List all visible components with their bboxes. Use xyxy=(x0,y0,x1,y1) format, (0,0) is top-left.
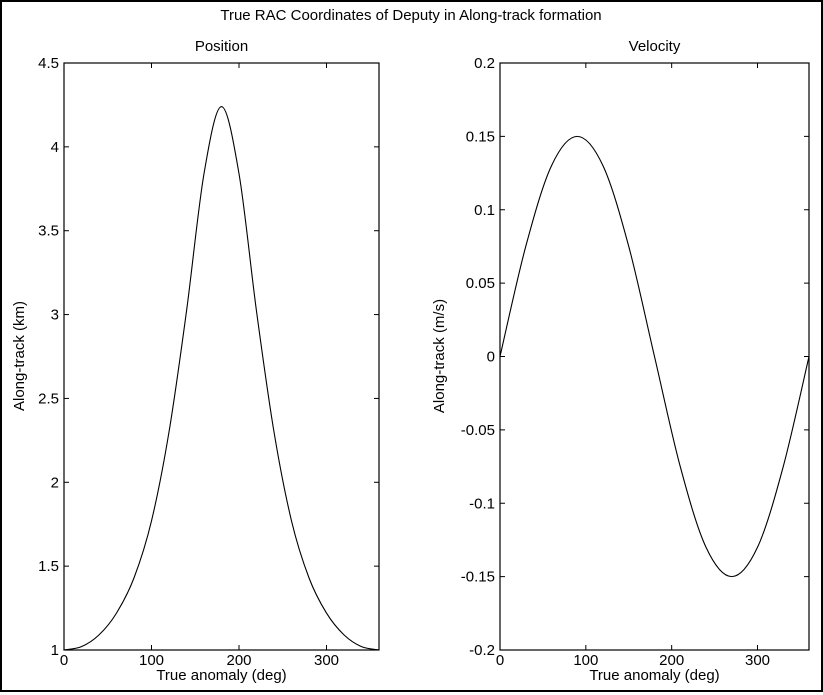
x-axis-label: True anomaly (deg) xyxy=(589,667,719,684)
axes-box xyxy=(63,62,380,651)
subplot-title: Velocity xyxy=(629,38,681,55)
y-tick-label: -0.1 xyxy=(469,495,495,512)
series-line xyxy=(63,106,380,651)
x-tick-label: 300 xyxy=(745,652,770,669)
y-tick-label: 1 xyxy=(51,642,59,659)
y-tick-label: 3.5 xyxy=(38,223,59,240)
x-axis-label: True anomaly (deg) xyxy=(156,667,286,684)
subplot-title: Position xyxy=(195,38,248,55)
y-tick-label: 4.5 xyxy=(38,55,59,72)
series-line xyxy=(499,135,810,578)
y-tick-label: 2 xyxy=(51,474,59,491)
x-tick-label: 0 xyxy=(496,652,504,669)
y-tick-label: 0 xyxy=(487,349,495,366)
y-tick-label: 4 xyxy=(51,139,59,156)
y-tick-label: 2.5 xyxy=(38,390,59,407)
y-tick-label: 0.15 xyxy=(466,128,495,145)
x-tick-label: 300 xyxy=(314,652,339,669)
figure-title: True RAC Coordinates of Deputy in Along-… xyxy=(220,7,601,24)
y-tick-label: -0.2 xyxy=(469,642,495,659)
x-tick-label: 100 xyxy=(139,652,164,669)
y-tick-label: -0.15 xyxy=(461,569,495,586)
x-tick-label: 100 xyxy=(573,652,598,669)
x-tick-label: 200 xyxy=(659,652,684,669)
y-tick-label: 0.05 xyxy=(466,275,495,292)
y-tick-label: 1.5 xyxy=(38,558,59,575)
y-tick-label: 3 xyxy=(51,307,59,324)
chart-velocity: 0 100 200 300 -0.2 -0.15 -0.1 -0.05 0 0.05 0.1 0.15… xyxy=(431,38,810,684)
x-tick-label: 0 xyxy=(60,652,68,669)
y-tick-label: 0.2 xyxy=(474,55,495,72)
y-axis-label: Along-track (m/s) xyxy=(431,299,448,413)
chart-position: 0 100 200 300 1 1.5 2 2.5 3 3.5 4 4.5 Position True a… xyxy=(11,38,380,684)
y-tick-label: 0.1 xyxy=(474,202,495,219)
y-tick-label: -0.05 xyxy=(461,422,495,439)
y-axis-label: Along-track (km) xyxy=(11,301,28,411)
x-tick-label: 200 xyxy=(226,652,251,669)
